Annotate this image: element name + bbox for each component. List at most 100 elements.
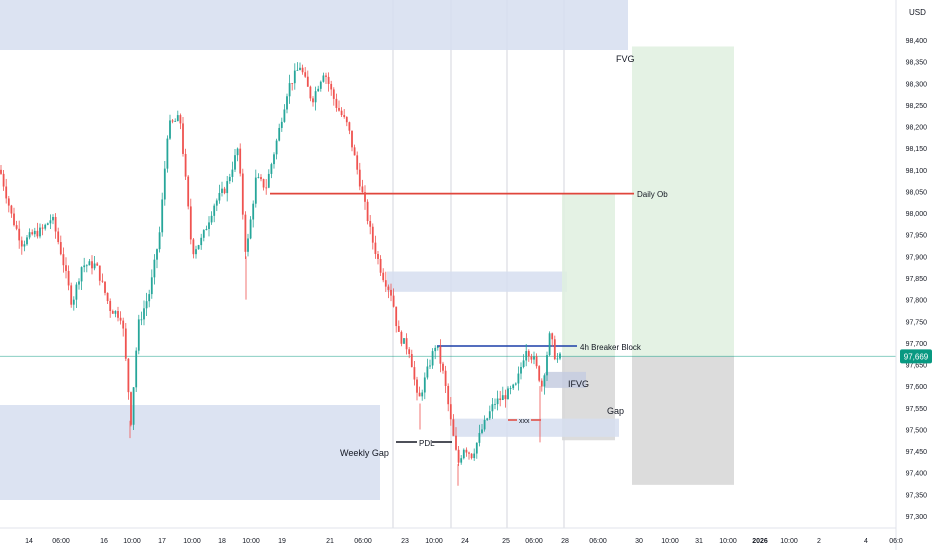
candle-body <box>538 366 541 381</box>
candle-body <box>371 226 374 243</box>
candle-body <box>163 168 166 200</box>
candle-body <box>249 219 252 239</box>
candle-body <box>509 388 512 389</box>
candle-body <box>540 380 543 387</box>
vertical-gridlines <box>392 0 565 528</box>
candle-body <box>67 270 70 286</box>
candle-body <box>314 91 317 103</box>
time-tick-label: 10:00 <box>719 538 737 545</box>
candle-body <box>91 261 93 269</box>
stop-zone-fvg <box>632 356 734 485</box>
candle-body <box>449 404 452 420</box>
candle-body <box>5 186 8 199</box>
weekly-gap-zone <box>0 405 380 500</box>
candle-body <box>405 338 408 350</box>
fvg-label: FVG <box>616 54 635 64</box>
candle-body <box>280 121 283 128</box>
candle-body <box>132 387 135 425</box>
candle-body <box>0 169 2 174</box>
candle-body <box>330 83 333 90</box>
candle-body <box>468 452 470 454</box>
candle-body <box>46 223 49 225</box>
candle-body <box>195 249 197 255</box>
candle-body <box>317 88 320 92</box>
time-tick-label: 4 <box>864 538 868 545</box>
candle-body <box>361 186 364 193</box>
candle-body <box>31 232 34 235</box>
candle-body <box>158 232 161 250</box>
ifvg-label: IFVG <box>568 379 589 389</box>
candle-body <box>423 377 426 393</box>
top-zone <box>0 0 628 50</box>
candle-body <box>80 267 83 282</box>
upper-supply-zone <box>387 271 567 292</box>
currency-label: USD <box>909 8 926 17</box>
candle-body <box>75 284 78 300</box>
candle-body <box>462 449 465 459</box>
candle-body <box>358 169 361 187</box>
time-tick-label: 10:00 <box>183 538 201 545</box>
time-tick-label: 24 <box>461 538 469 545</box>
candle-body <box>522 360 525 367</box>
time-tick-label: 21 <box>326 538 334 545</box>
candle-body <box>231 169 234 177</box>
time-tick-label: 10:00 <box>123 538 141 545</box>
candle-body <box>444 370 447 386</box>
time-tick-label: 23 <box>401 538 409 545</box>
candle-body <box>553 339 556 360</box>
candle-body <box>205 228 208 231</box>
candle-body <box>296 69 299 71</box>
candle-body <box>130 392 132 425</box>
candle-body <box>478 432 481 443</box>
candle-body <box>465 449 468 453</box>
candle-body <box>140 319 143 321</box>
candle-body <box>431 351 434 366</box>
candle-body <box>319 81 322 89</box>
candle-body <box>356 155 359 170</box>
candle-body <box>241 173 244 215</box>
time-tick-label: 06:00 <box>52 538 70 545</box>
candle-body <box>395 306 398 327</box>
candle-body <box>184 153 187 177</box>
candlestick-series <box>0 62 561 486</box>
candle-body <box>429 365 431 367</box>
candle-body <box>327 76 330 84</box>
candle-body <box>338 107 340 111</box>
time-tick-label: 10:00 <box>661 538 679 545</box>
candle-body <box>239 148 242 174</box>
candle-body <box>78 281 80 285</box>
price-tick-label: 98,200 <box>906 125 928 132</box>
price-axis: USD 98,400 98,350 98,300 98,250 98,200 98,150 9… <box>895 0 932 550</box>
candle-body <box>556 358 559 360</box>
candle-body <box>332 89 335 99</box>
candle-body <box>223 188 226 194</box>
candle-body <box>374 242 377 254</box>
candle-body <box>364 192 366 202</box>
candle-body <box>442 363 444 371</box>
candle-body <box>434 347 437 352</box>
candle-body <box>504 395 507 400</box>
candle-body <box>535 356 538 367</box>
time-tick-label: 18 <box>218 538 226 545</box>
candle-body <box>312 98 314 103</box>
candle-body <box>202 230 205 238</box>
candle-body <box>345 117 348 123</box>
candle-body <box>335 98 338 108</box>
candle-body <box>481 429 483 433</box>
candle-body <box>153 259 156 278</box>
candle-body <box>236 148 239 156</box>
candle-body <box>57 231 60 243</box>
candle-body <box>470 453 473 459</box>
current-price-tag <box>900 349 932 364</box>
candle-body <box>13 213 15 226</box>
price-tick-label: 97,950 <box>906 233 928 240</box>
candle-body <box>457 449 460 463</box>
candle-body <box>275 140 278 155</box>
candle-body <box>283 109 286 122</box>
candle-body <box>491 404 494 412</box>
time-tick-label: 19 <box>278 538 286 545</box>
pdl-label: PDL <box>419 439 435 448</box>
candle-body <box>501 395 504 401</box>
